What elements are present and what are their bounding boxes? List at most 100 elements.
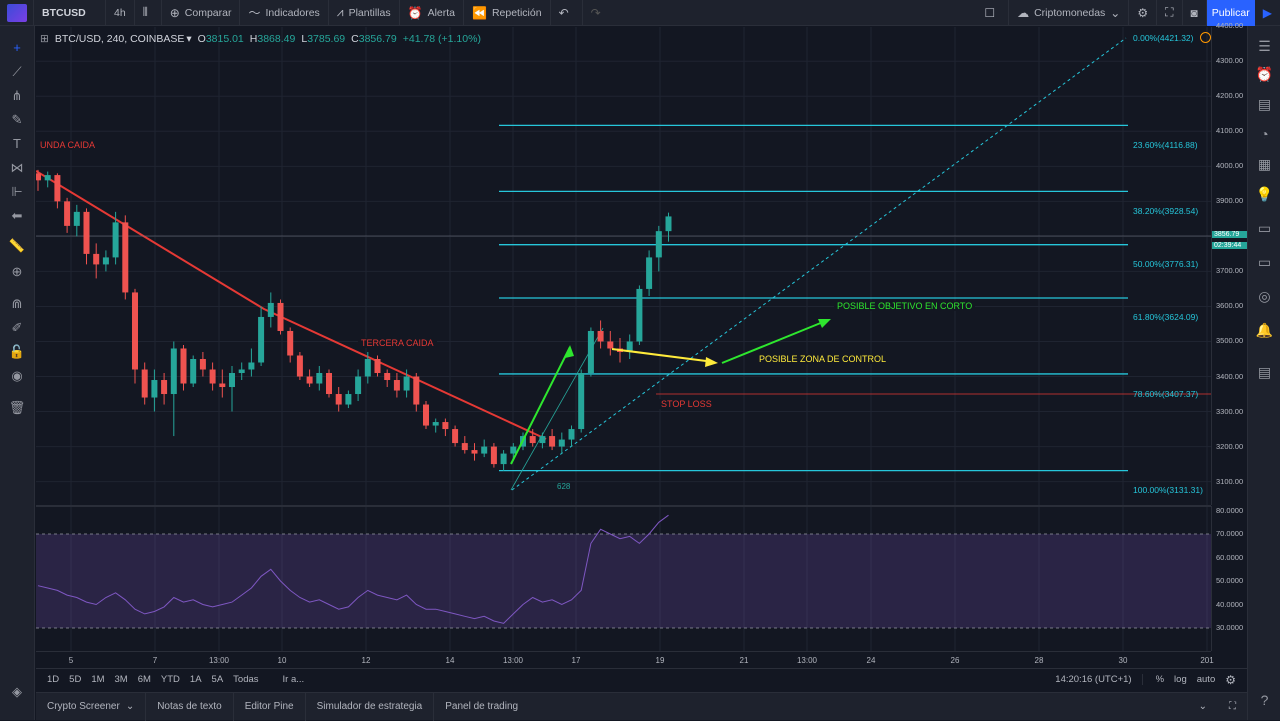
range-ytd[interactable]: YTD [160, 674, 180, 685]
text-icon[interactable]: T [13, 136, 21, 151]
tab-pine-editor[interactable]: Editor Pine [234, 692, 306, 721]
layout-button[interactable]: ☐ [976, 0, 1010, 26]
legend-title[interactable]: BTC/USD, 240, COINBASE [54, 33, 185, 45]
play-button[interactable]: ▶ [1255, 0, 1280, 26]
candle-body [141, 369, 148, 398]
trash-icon[interactable]: 🗑 [8, 400, 26, 415]
range-3m[interactable]: 3M [114, 674, 128, 685]
trend-line-icon[interactable]: ⟋ [12, 64, 22, 79]
pitchfork-icon[interactable]: ⋔ [11, 88, 23, 103]
crosshair-icon[interactable]: + [13, 40, 21, 55]
zoom-icon[interactable]: ⊕ [11, 264, 23, 279]
eye-icon[interactable]: ◉ [11, 368, 23, 383]
note-segunda-caida[interactable]: UNDA CAIDA [37, 140, 99, 150]
range-all[interactable]: Todas [233, 674, 259, 685]
alert-button[interactable]: ⏰ Alerta [400, 0, 464, 26]
alert-clock-icon[interactable] [1200, 32, 1211, 43]
publish-button[interactable]: Publicar [1206, 0, 1255, 26]
candlestick-series [36, 169, 672, 471]
percent-toggle[interactable]: % [1155, 674, 1165, 685]
gear-icon[interactable]: ⚙ [1225, 672, 1236, 687]
cloud-icon: ☁ [1017, 5, 1030, 20]
time-axis[interactable]: 5 7 13:00 10 12 14 13:00 17 19 21 13:00 24 26 28 30 201 [36, 651, 1214, 667]
legend-dropdown-icon[interactable]: ▾ [186, 33, 192, 45]
chart-style-button[interactable]: ⫴ [135, 0, 162, 26]
candle-body [384, 373, 391, 381]
tab-strategy-tester[interactable]: Simulador de estrategia [306, 692, 435, 721]
candle-body [73, 211, 80, 226]
watchlist-button[interactable]: ☁ Criptomonedas ⌄ [1009, 0, 1130, 26]
right-widget-bar: ☰ ⏰ ▤ ◔ ▦ 💡 ▭ ▭ ◎ 🔔 ▤ ? [1247, 26, 1280, 720]
data-window-icon[interactable]: ▤ [1257, 96, 1272, 112]
note-zona-control[interactable]: POSIBLE ZONA DE CONTROL [756, 354, 890, 364]
pattern-icon[interactable]: ⋈ [10, 160, 24, 175]
note-stop-loss[interactable]: STOP LOSS [658, 399, 715, 409]
tab-crypto-screener[interactable]: Crypto Screener ⌄ [36, 692, 147, 721]
alerts-clock-icon[interactable]: ⏰ [1255, 66, 1274, 82]
range-1m[interactable]: 1M [91, 674, 105, 685]
tab-text-notes[interactable]: Notas de texto [146, 692, 234, 721]
maximize-icon[interactable]: ⛶ [1229, 701, 1236, 712]
help-icon[interactable]: ? [1260, 692, 1269, 708]
prediction-icon[interactable]: ⊩ [11, 184, 23, 199]
layers-icon[interactable]: ◈ [12, 684, 22, 699]
auto-toggle[interactable]: auto [1196, 674, 1216, 685]
range-1d[interactable]: 1D [47, 674, 60, 685]
bars-count-label: 628 [557, 482, 571, 491]
fullscreen-button[interactable]: ⛶ [1157, 0, 1183, 26]
interval-button[interactable]: 4h [106, 0, 135, 26]
ruler-icon[interactable]: 📏 [8, 238, 26, 253]
arrow-left-icon[interactable]: ⬅ [11, 208, 23, 223]
hotlist-icon[interactable]: ◔ [1260, 126, 1269, 142]
rising-trend-line [510, 327, 604, 491]
app-logo[interactable] [0, 0, 34, 26]
lock-icon[interactable]: 🔓 [8, 344, 26, 359]
price-tick-label: 4300.00 [1216, 56, 1244, 66]
watchlist-icon[interactable]: ☰ [1258, 38, 1271, 54]
candle-body [306, 376, 313, 384]
collapse-icon[interactable]: ⌄ [1198, 701, 1207, 712]
price-chart[interactable] [36, 27, 1211, 665]
lock-drawing-icon[interactable]: ✐ [11, 320, 23, 335]
chat-icon[interactable]: ▭ [1257, 254, 1272, 270]
podcast-icon[interactable]: ◎ [1258, 288, 1271, 304]
calendar-icon[interactable]: ▦ [1257, 156, 1272, 172]
tab-trading-panel[interactable]: Panel de trading [445, 701, 519, 712]
redo-button[interactable]: ↷ [583, 0, 614, 26]
rsi-axis[interactable]: 80.0000 70.0000 60.0000 50.0000 40.0000 30.00… [1211, 506, 1247, 651]
redo-icon: ↷ [590, 5, 601, 20]
legend-menu-icon[interactable]: ⊞ [40, 33, 49, 45]
range-1a[interactable]: 1A [189, 674, 202, 685]
magnet-icon[interactable]: ⋒ [11, 296, 23, 311]
candle-body [248, 362, 255, 370]
price-tick-label: 3900.00 [1216, 196, 1244, 206]
goto-button[interactable]: Ir a... [282, 674, 305, 685]
range-5d[interactable]: 5D [69, 674, 82, 685]
ideas-icon[interactable]: 💡 [1255, 186, 1274, 202]
note-tercera-caida[interactable]: TERCERA CAIDA [358, 338, 437, 348]
time-tick-label: 14 [445, 656, 455, 665]
replay-button[interactable]: ⏪ Repetición [464, 0, 551, 26]
candle-body [461, 443, 468, 451]
symbol-search[interactable]: BTCUSD [34, 0, 106, 26]
candle-body [413, 376, 420, 405]
candle-body [607, 341, 614, 349]
clock-timezone[interactable]: 14:20:16 (UTC+1) [1050, 674, 1143, 685]
streams-icon[interactable]: ▭ [1257, 220, 1272, 236]
compare-button[interactable]: ⊕ Comparar [162, 0, 241, 26]
range-5a[interactable]: 5A [211, 674, 224, 685]
log-toggle[interactable]: log [1174, 674, 1187, 685]
settings-button[interactable]: ⚙ [1129, 0, 1158, 26]
indicators-button[interactable]: 〜 Indicadores [240, 0, 329, 26]
order-panel-icon[interactable]: ▤ [1257, 364, 1272, 380]
note-objetivo-corto[interactable]: POSIBLE OBJETIVO EN CORTO [834, 301, 976, 311]
notifications-icon[interactable]: 🔔 [1255, 322, 1274, 338]
brush-icon[interactable]: ✎ [11, 112, 23, 127]
candle-body [36, 173, 41, 181]
compare-label: Comparar [184, 6, 232, 19]
undo-button[interactable]: ↶ [551, 0, 583, 26]
range-6m[interactable]: 6M [137, 674, 151, 685]
templates-button[interactable]: ⩘ Plantillas [329, 0, 400, 26]
snapshot-button[interactable]: ◙ [1183, 0, 1207, 26]
price-axis[interactable]: 4400.00 4300.00 4200.00 4100.00 4000.00 3900.… [1211, 21, 1247, 505]
